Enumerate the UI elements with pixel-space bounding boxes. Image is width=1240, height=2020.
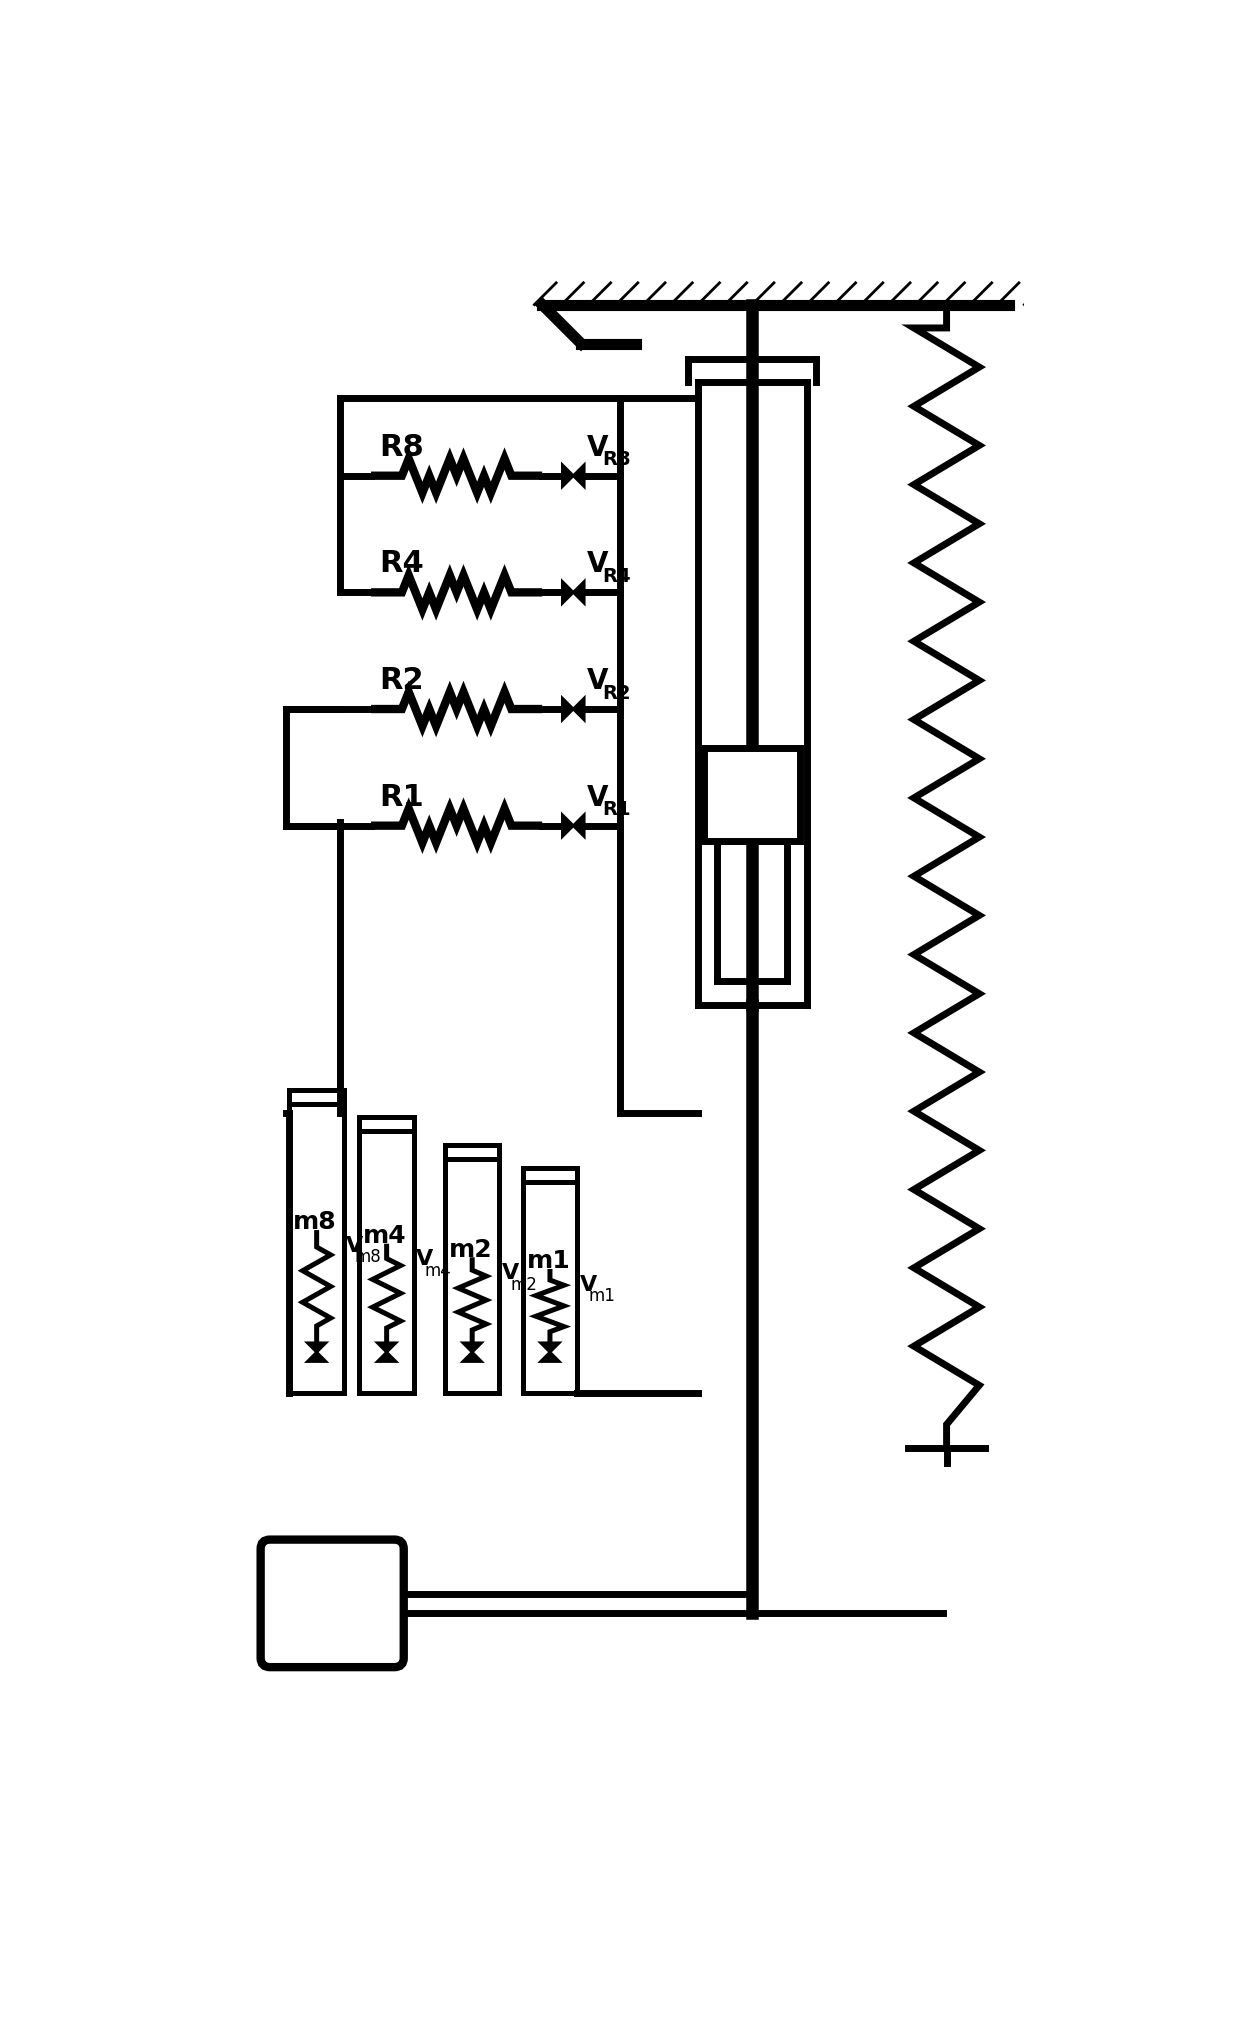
Polygon shape [541, 1351, 559, 1361]
Text: m4: m4 [425, 1262, 451, 1281]
Polygon shape [563, 699, 573, 719]
Text: R2: R2 [379, 667, 424, 695]
Text: V: V [588, 434, 609, 463]
Bar [704, 747, 800, 840]
Polygon shape [541, 1343, 559, 1351]
Text: R2: R2 [603, 685, 631, 703]
Text: V: V [588, 667, 609, 695]
Text: V: V [588, 549, 609, 578]
Polygon shape [308, 1343, 326, 1351]
Text: V: V [346, 1236, 363, 1256]
Text: m2: m2 [511, 1275, 537, 1293]
Text: m4: m4 [363, 1224, 407, 1248]
Text: V: V [502, 1262, 520, 1283]
Polygon shape [563, 582, 573, 604]
Text: V: V [579, 1275, 596, 1295]
Text: R4: R4 [379, 549, 424, 578]
Text: V: V [417, 1248, 434, 1269]
Text: m2: m2 [449, 1238, 492, 1262]
Polygon shape [573, 814, 584, 836]
Text: R1: R1 [379, 782, 424, 812]
Polygon shape [573, 465, 584, 487]
Text: m8: m8 [294, 1210, 337, 1234]
Polygon shape [308, 1351, 326, 1361]
Polygon shape [573, 582, 584, 604]
Polygon shape [563, 814, 573, 836]
Text: m1: m1 [588, 1287, 615, 1305]
Text: m1: m1 [527, 1248, 570, 1273]
Polygon shape [563, 465, 573, 487]
Text: R1: R1 [603, 800, 631, 820]
Polygon shape [573, 699, 584, 719]
Polygon shape [377, 1351, 396, 1361]
Text: V: V [588, 784, 609, 812]
FancyBboxPatch shape [260, 1539, 404, 1666]
Text: R8: R8 [603, 450, 631, 469]
Text: m8: m8 [355, 1248, 382, 1267]
Text: R8: R8 [379, 432, 424, 463]
Polygon shape [463, 1343, 481, 1351]
Polygon shape [377, 1343, 396, 1351]
Text: R4: R4 [603, 568, 631, 586]
Polygon shape [463, 1351, 481, 1361]
